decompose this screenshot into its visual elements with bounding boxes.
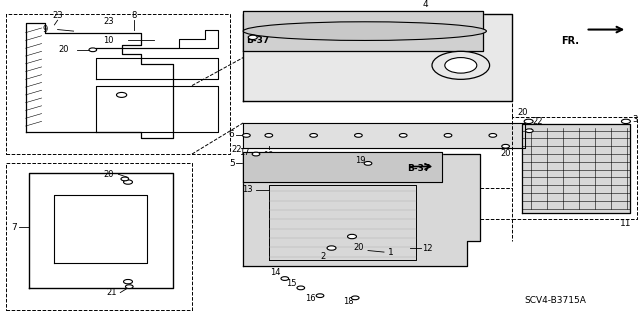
Text: 20: 20 (353, 243, 364, 252)
Text: 19: 19 (264, 151, 274, 160)
Text: 22: 22 (232, 145, 242, 154)
Circle shape (281, 277, 289, 280)
Circle shape (316, 294, 324, 298)
Circle shape (252, 152, 260, 156)
Circle shape (489, 134, 497, 137)
Circle shape (364, 161, 372, 165)
Circle shape (121, 177, 129, 181)
Text: 23: 23 (52, 11, 63, 20)
Text: B-37: B-37 (407, 164, 430, 173)
Text: 23: 23 (104, 17, 114, 26)
Text: 4: 4 (423, 0, 428, 9)
Text: 7: 7 (12, 223, 17, 232)
Circle shape (399, 134, 407, 137)
Polygon shape (243, 11, 483, 51)
Circle shape (502, 145, 509, 148)
Text: 6: 6 (228, 130, 234, 139)
Text: 11: 11 (620, 219, 632, 228)
Text: 16: 16 (305, 294, 316, 303)
Circle shape (327, 246, 336, 250)
Circle shape (445, 57, 477, 73)
Polygon shape (243, 123, 525, 148)
Text: 2: 2 (321, 252, 326, 261)
Text: 8: 8 (132, 11, 137, 20)
Text: 12: 12 (422, 243, 433, 253)
Text: 22: 22 (532, 117, 543, 126)
Text: 1: 1 (388, 248, 393, 256)
Text: 21: 21 (107, 288, 117, 297)
Text: FR.: FR. (561, 36, 579, 46)
Circle shape (243, 134, 250, 137)
Ellipse shape (243, 22, 486, 41)
Polygon shape (243, 152, 442, 182)
Text: 13: 13 (242, 185, 253, 194)
Text: 14: 14 (270, 268, 280, 277)
Text: 3: 3 (632, 115, 637, 124)
Text: 20: 20 (500, 149, 511, 158)
Circle shape (89, 48, 97, 52)
Circle shape (124, 180, 132, 184)
Polygon shape (243, 154, 480, 266)
Text: 9: 9 (42, 25, 47, 34)
Circle shape (265, 134, 273, 137)
Circle shape (432, 51, 490, 79)
Text: 5: 5 (229, 159, 235, 168)
Circle shape (116, 93, 127, 97)
Text: SCV4-B3715A: SCV4-B3715A (525, 296, 587, 305)
Polygon shape (522, 124, 630, 213)
Text: 17: 17 (239, 148, 250, 157)
Circle shape (248, 35, 257, 40)
Circle shape (444, 134, 452, 137)
Circle shape (348, 234, 356, 239)
Text: 10: 10 (104, 36, 114, 45)
Text: 20: 20 (518, 108, 528, 117)
Text: 18: 18 (344, 297, 354, 306)
Circle shape (125, 285, 133, 288)
Text: 19: 19 (355, 156, 365, 165)
Circle shape (355, 134, 362, 137)
Text: B-37: B-37 (246, 36, 269, 45)
Circle shape (525, 129, 533, 133)
Polygon shape (243, 14, 512, 101)
Circle shape (124, 279, 132, 284)
Circle shape (524, 119, 533, 123)
Circle shape (297, 286, 305, 290)
Text: 20: 20 (104, 170, 114, 179)
Circle shape (351, 296, 359, 300)
Circle shape (310, 134, 317, 137)
Circle shape (621, 119, 630, 123)
Text: 20: 20 (59, 45, 69, 54)
Text: 15: 15 (286, 279, 296, 288)
